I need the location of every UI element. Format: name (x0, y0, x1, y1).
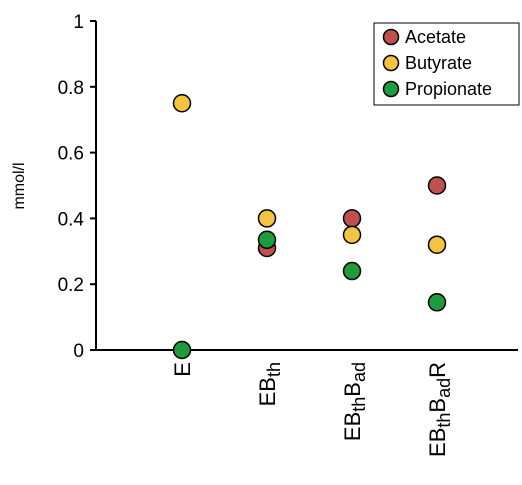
x-tick-label: EBth (255, 362, 284, 406)
subscript-text: th (434, 413, 454, 428)
data-point-propionate (342, 261, 362, 281)
subscript-text: th (264, 362, 284, 377)
data-point-acetate (342, 209, 362, 228)
x-tick-label: EBthBadR (425, 362, 454, 457)
axes (95, 21, 518, 351)
y-ticks: 0 0.2 0.4 0.6 0.8 1 (58, 12, 96, 362)
data-point-butyrate (257, 209, 277, 228)
label-text: E (170, 362, 195, 377)
legend-label-propionate: Propionate (405, 79, 492, 99)
legend: Acetate Butyrate Propionate (373, 22, 520, 106)
y-axis-label: mmol/l (11, 162, 28, 209)
y-tick-label: 0.8 (58, 78, 84, 99)
label-text: R (425, 362, 450, 378)
label-text: EB (255, 377, 280, 406)
label-text: B (425, 398, 450, 413)
legend-marker-acetate (382, 28, 400, 46)
legend-label-butyrate: Butyrate (405, 53, 472, 73)
y-tick-label: 0 (73, 341, 84, 362)
y-tick-label: 0.4 (58, 209, 85, 230)
data-point-butyrate (342, 225, 362, 245)
label-text: EB (340, 412, 365, 441)
data-points (172, 94, 447, 360)
subscript-text: ad (349, 362, 369, 382)
data-point-acetate (427, 176, 447, 195)
label-text: B (340, 382, 365, 397)
x-tick-label: EBthBad (340, 362, 369, 441)
y-tick-label: 0.2 (58, 275, 84, 296)
data-point-propionate (172, 340, 192, 360)
data-point-butyrate (172, 94, 192, 113)
legend-marker-propionate (382, 80, 400, 98)
legend-label-acetate: Acetate (405, 27, 466, 47)
data-point-butyrate (427, 235, 447, 254)
subscript-text: th (349, 397, 369, 412)
x-tick-label: E (170, 362, 195, 377)
label-text: EB (425, 428, 450, 457)
data-point-propionate (427, 293, 447, 312)
y-tick-label: 0.6 (58, 144, 84, 165)
data-point-propionate (257, 230, 277, 250)
legend-marker-butyrate (382, 54, 400, 72)
subscript-text: ad (434, 378, 454, 398)
y-tick-label: 1 (73, 12, 84, 33)
